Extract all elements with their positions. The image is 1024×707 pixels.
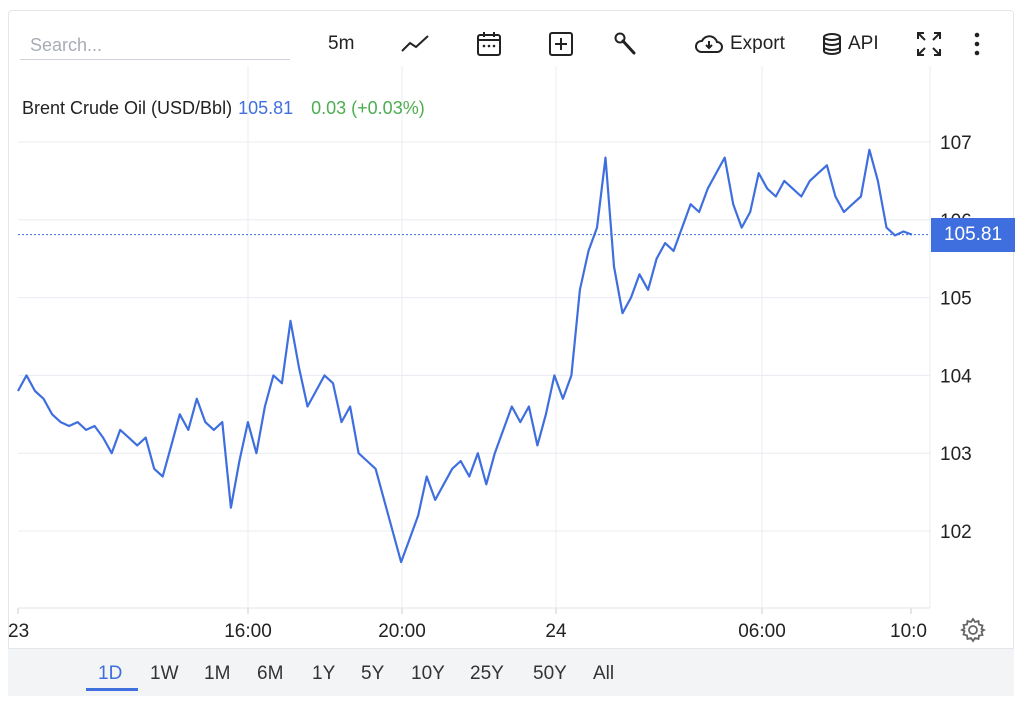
chart-settings-button[interactable] [959,617,987,648]
api-label: API [848,33,879,54]
chart-toolbar: 5m Export API [18,14,1008,64]
y-tick-label: 102 [940,522,972,543]
range-selector [8,648,1014,696]
database-icon [822,32,842,56]
api-button[interactable]: API [822,30,879,58]
range-25y[interactable]: 25Y [470,663,504,684]
range-10y[interactable]: 10Y [411,663,445,684]
gear-icon [959,617,987,647]
x-tick-label: 23 [8,621,29,642]
x-tick-label: 10:0 [890,621,927,642]
calendar-icon [476,31,502,57]
more-vertical-icon [972,31,982,57]
cloud-download-icon [694,33,724,55]
series-line [17,148,913,564]
plus-box-icon [548,31,574,57]
range-all[interactable]: All [593,663,615,684]
more-options-button[interactable] [972,30,982,58]
fullscreen-icon [916,31,942,57]
range-50y[interactable]: 50Y [533,663,567,684]
chart-type-button[interactable] [400,30,430,58]
interval-button[interactable]: 5m [328,30,354,58]
tools-button[interactable] [612,30,638,58]
y-tick-label: 103 [940,444,972,465]
export-button[interactable]: Export [694,30,785,58]
calendar-button[interactable] [476,30,502,58]
x-tick-label: 06:00 [738,621,786,642]
chart-widget [8,10,1014,696]
range-5y[interactable]: 5Y [361,663,385,684]
x-tick-label: 20:00 [378,621,426,642]
legend-price: 105.81 [238,98,294,118]
range-1d[interactable]: 1D [98,663,123,684]
y-tick-label: 104 [940,366,972,387]
last-price-tag: 105.81 [931,217,1015,252]
interval-label: 5m [328,33,355,54]
export-label: Export [730,33,785,54]
line-chart-icon [400,33,430,55]
range-6m[interactable]: 6M [257,663,284,684]
y-tick-label: 105 [940,289,972,310]
chart-legend: Brent Crude Oil (USD/Bbl) 105.81 0.03 (+… [22,98,425,119]
x-tick-label: 16:00 [224,621,272,642]
instrument-name: Brent Crude Oil (USD/Bbl) [22,98,233,118]
range-1m[interactable]: 1M [204,663,231,684]
x-tick-label: 24 [545,621,567,642]
fullscreen-button[interactable] [916,30,942,58]
wrench-icon [612,31,638,57]
legend-change: 0.03 (+0.03%) [311,98,425,118]
search-input[interactable] [20,32,290,60]
range-1y[interactable]: 1Y [312,663,336,684]
add-indicator-button[interactable] [548,30,574,58]
range-1w[interactable]: 1W [150,663,179,684]
active-range-indicator [86,688,138,691]
y-tick-label: 107 [940,133,972,154]
